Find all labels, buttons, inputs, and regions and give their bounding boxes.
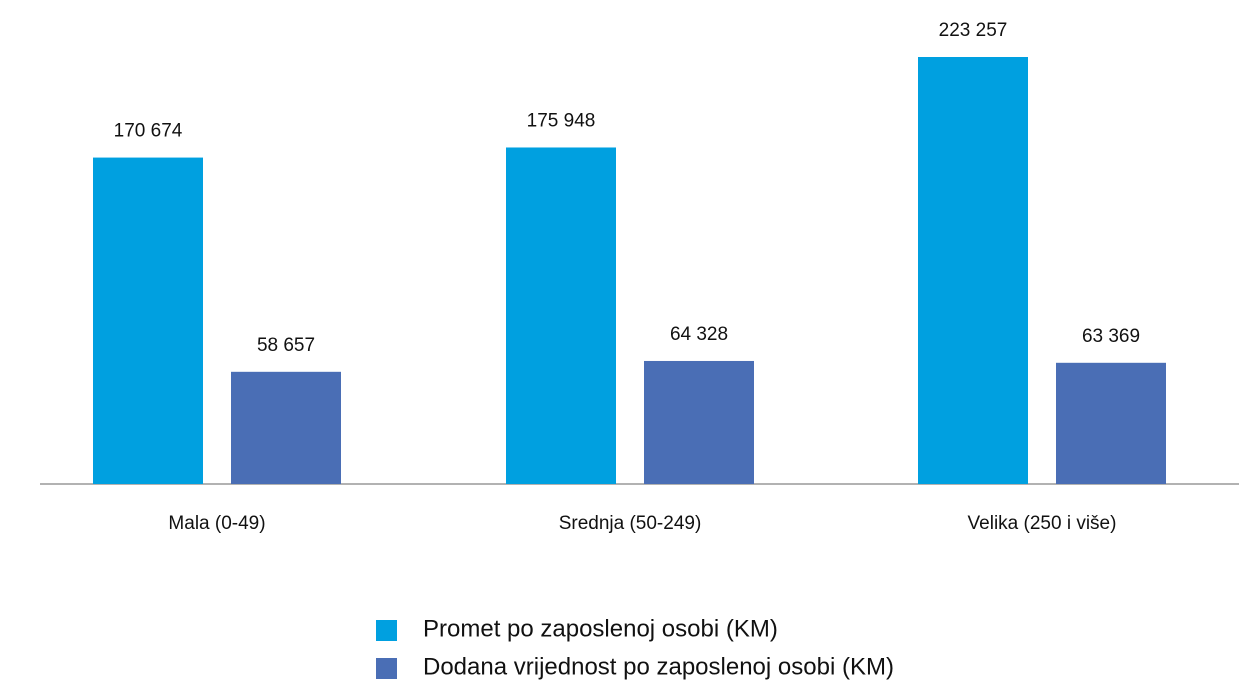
data-label: 170 674 [114,121,183,142]
bar [918,57,1028,484]
data-label: 63 369 [1082,326,1140,347]
legend-swatch [376,620,397,641]
legend-label: Promet po zaposlenoj osobi (KM) [423,615,778,642]
legend-swatch [376,658,397,679]
x-tick-label: Srednja (50-249) [559,513,702,534]
bar [231,371,341,484]
legend-label: Dodana vrijednost po zaposlenoj osobi (K… [423,653,894,680]
data-label: 64 328 [670,324,728,345]
data-label: 223 257 [939,20,1008,41]
data-label: 175 948 [527,110,596,131]
x-tick-label: Velika (250 i više) [968,513,1117,534]
bar [506,147,616,484]
bar [1056,362,1166,484]
data-label: 58 657 [257,335,315,356]
bar [644,360,754,484]
x-tick-label: Mala (0-49) [168,513,265,534]
bar [93,157,203,484]
